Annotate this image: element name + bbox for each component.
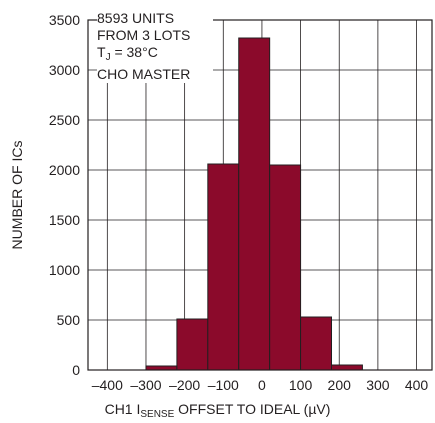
histogram-bar xyxy=(207,163,240,371)
x-tick-label: 100 xyxy=(289,377,313,393)
y-tick-label: 3500 xyxy=(49,12,80,28)
x-tick-label: –200 xyxy=(169,377,200,393)
histogram-bar xyxy=(238,37,271,371)
annotation-master: CHO MASTER xyxy=(97,66,191,82)
y-tick-label: 500 xyxy=(57,312,81,328)
y-tick-label: 2000 xyxy=(49,162,80,178)
x-tick-labels: –400 –300 –200 –100 0 100 200 300 400 xyxy=(92,377,429,393)
y-tick-label: 1500 xyxy=(49,212,80,228)
x-tick-label: 400 xyxy=(405,377,429,393)
annotation-box: 8593 UNITS FROM 3 LOTS TJ = 38°C CHO MAS… xyxy=(97,10,213,83)
y-tick-label: 2500 xyxy=(49,112,80,128)
x-tick-label: 200 xyxy=(328,377,352,393)
histogram-bar xyxy=(300,316,333,371)
histogram-bar xyxy=(331,364,363,371)
x-tick-label: –300 xyxy=(130,377,161,393)
x-tick-label: 0 xyxy=(258,377,266,393)
x-axis-title: CH1 ISENSE OFFSET TO IDEAL (µV) xyxy=(104,401,331,420)
y-tick-label: 1000 xyxy=(49,262,80,278)
annotation-units: 8593 UNITS xyxy=(97,10,175,26)
x-tick-label: 300 xyxy=(366,377,390,393)
x-tick-label: –400 xyxy=(92,377,123,393)
histogram-bars xyxy=(145,37,363,371)
histogram-bar xyxy=(269,164,302,371)
y-tick-label: 3000 xyxy=(49,62,80,78)
plot-frame xyxy=(87,19,433,371)
y-tick-label: 0 xyxy=(72,362,80,378)
histogram-bar xyxy=(176,318,209,371)
annotation-lots: FROM 3 LOTS xyxy=(97,27,191,43)
y-axis-title: NUMBER OF ICs xyxy=(9,141,25,250)
y-tick-labels: 0 500 1000 1500 2000 2500 3000 3500 xyxy=(49,12,80,378)
x-tick-label: –100 xyxy=(208,377,239,393)
annotation-temperature: TJ = 38°C xyxy=(97,44,158,63)
